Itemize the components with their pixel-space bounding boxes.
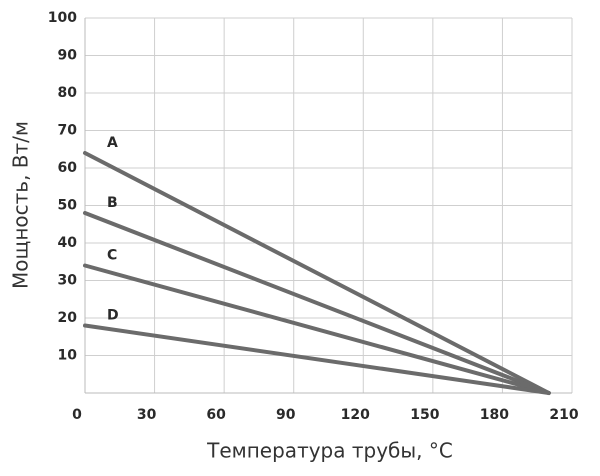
y-tick-label: 10 — [58, 348, 78, 364]
x-axis-label: Температура трубы, °С — [206, 439, 453, 463]
series-name: C — [107, 248, 117, 264]
x-tick-label: 60 — [206, 407, 226, 423]
y-tick-label: 80 — [58, 85, 78, 101]
y-tick-label: 60 — [58, 160, 78, 176]
series-line — [83, 211, 551, 395]
y-axis-label: Мощность, Вт/м — [9, 121, 33, 289]
x-tick-label: 120 — [341, 407, 370, 423]
series-name: D — [107, 308, 119, 324]
x-tick-label: 210 — [549, 407, 578, 423]
x-tick-label: 90 — [276, 407, 296, 423]
x-tick-label: 0 — [72, 407, 82, 423]
y-tick-label: 20 — [58, 310, 78, 326]
y-tick-label: 70 — [58, 123, 78, 139]
x-tick-label: 150 — [410, 407, 439, 423]
x-tick-label: 180 — [480, 407, 509, 423]
series-line — [83, 151, 551, 395]
y-tick-label: 30 — [58, 273, 78, 289]
x-tick-label: 30 — [137, 407, 157, 423]
y-tick-label: 100 — [48, 10, 77, 26]
series-line — [83, 263, 551, 395]
y-tick-label: 40 — [58, 235, 78, 251]
y-tick-label: 50 — [58, 198, 78, 214]
series-name: B — [107, 195, 118, 211]
series-name: A — [107, 135, 118, 151]
y-tick-label: 90 — [58, 48, 78, 64]
series-line — [83, 323, 551, 395]
